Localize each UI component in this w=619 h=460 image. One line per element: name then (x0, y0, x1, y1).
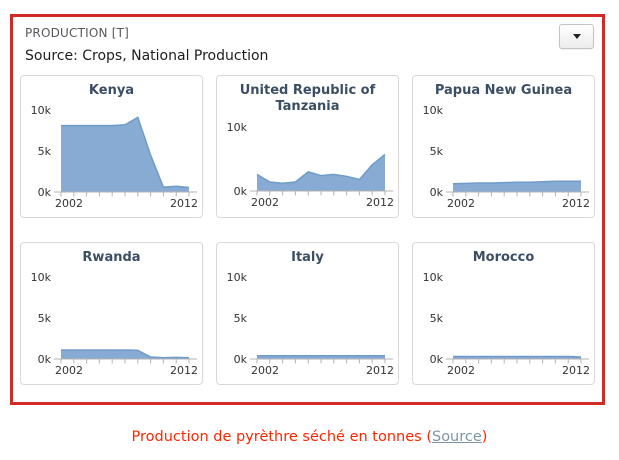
area-series-line (256, 153, 386, 184)
y-axis-label: 0k (430, 353, 444, 366)
area-series-line (61, 116, 190, 189)
area-series-line (452, 180, 581, 185)
y-axis-label: 0k (234, 353, 248, 366)
chart-title: Morocco (472, 250, 535, 265)
options-dropdown-button[interactable] (559, 24, 594, 49)
chart-card-4: Rwanda 0k 5k 10k 2002 2012 (20, 242, 203, 385)
area-series (257, 355, 385, 359)
y-axis-label: 10k (423, 104, 444, 117)
x-axis-label: 2002 (251, 196, 279, 209)
y-axis-label: 5k (234, 312, 248, 325)
y-axis-label: 5k (430, 145, 444, 158)
caret-down-icon (572, 34, 581, 39)
chart-card-2: United Republic of Tanzania 0k 10k 2002 201… (216, 75, 399, 218)
chart-title: Rwanda (82, 250, 141, 265)
panel-source-line: Source: Crops, National Production (25, 48, 269, 64)
chart-title: Italy (291, 250, 324, 265)
area-chart-1: 0k 5k 10k 2002 2012 (31, 104, 198, 210)
y-axis-label: 10k (31, 104, 52, 117)
caption-text-after: ) (481, 429, 488, 445)
x-axis-label: 2012 (366, 364, 394, 377)
production-widget-panel: PRODUCTION [T] Source: Crops, National P… (10, 14, 605, 405)
area-chart-3: 0k 5k 10k 2002 2012 (423, 104, 590, 210)
charts-grid: Kenya 0k 5k 10k 2002 2012 United Republic of… (20, 75, 595, 385)
y-axis-label: 0k (38, 353, 52, 366)
area-chart-2: 0k 10k 2002 2012 (227, 121, 394, 209)
area-chart-6: 0k 5k 10k 2002 2012 (423, 271, 590, 377)
caption-text: Production de pyrèthre séché en tonnes ( (131, 429, 432, 445)
chart-card-5: Italy 0k 5k 10k 2002 2012 (216, 242, 399, 385)
y-axis-label: 0k (430, 186, 444, 199)
area-series (61, 349, 189, 359)
chart-title: United Republic of Tanzania (239, 83, 376, 114)
figure-caption: Production de pyrèthre séché en tonnes (… (0, 429, 619, 445)
y-axis-label: 10k (227, 271, 248, 284)
x-axis-label: 2012 (170, 197, 198, 210)
y-axis-label: 5k (430, 312, 444, 325)
chart-card-6: Morocco 0k 5k 10k 2002 2012 (412, 242, 595, 385)
x-axis-label: 2012 (562, 364, 590, 377)
area-series-line (453, 355, 582, 358)
y-axis-label: 0k (234, 185, 248, 198)
panel-header: PRODUCTION [T] Source: Crops, National P… (13, 17, 602, 64)
chart-title: Papua New Guinea (434, 83, 573, 98)
x-axis-label: 2002 (55, 197, 83, 210)
x-axis-label: 2002 (251, 364, 279, 377)
x-axis-label: 2002 (447, 197, 475, 210)
y-axis-label: 5k (38, 312, 52, 325)
y-axis-label: 10k (227, 121, 248, 134)
area-series (61, 117, 189, 192)
x-axis-label: 2002 (55, 364, 83, 377)
y-axis-label: 10k (31, 271, 52, 284)
x-axis-label: 2012 (562, 197, 590, 210)
area-series-line (61, 349, 190, 359)
x-axis-label: 2012 (170, 364, 198, 377)
area-chart-4: 0k 5k 10k 2002 2012 (31, 271, 198, 377)
area-chart-5: 0k 5k 10k 2002 2012 (227, 271, 394, 377)
panel-title: PRODUCTION [T] (25, 26, 130, 40)
source-link[interactable]: Source (431, 429, 482, 445)
chart-title: Kenya (88, 83, 135, 98)
x-axis-label: 2012 (366, 196, 394, 209)
chart-card-1: Kenya 0k 5k 10k 2002 2012 (20, 75, 203, 218)
y-axis-label: 5k (38, 145, 52, 158)
y-axis-label: 0k (38, 186, 52, 199)
area-series (453, 181, 581, 192)
x-axis-label: 2002 (447, 364, 475, 377)
chart-card-3: Papua New Guinea 0k 5k 10k 2002 2012 (412, 75, 595, 218)
area-series (257, 154, 385, 191)
y-axis-label: 10k (423, 271, 444, 284)
